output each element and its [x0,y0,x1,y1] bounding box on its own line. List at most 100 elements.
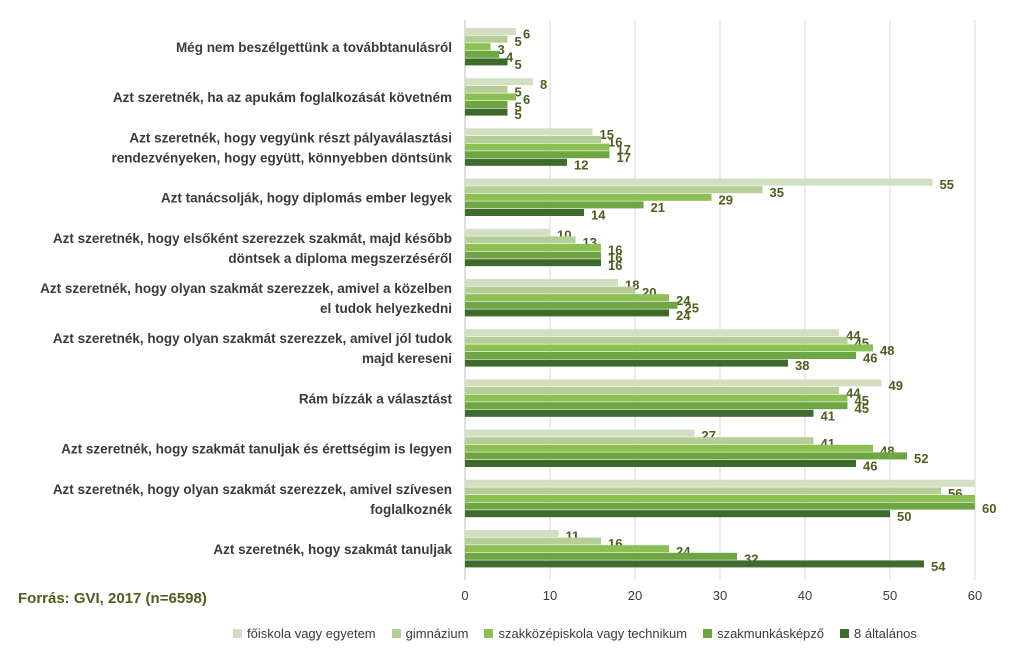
data-label-s4-c4: 16 [608,258,622,273]
data-label-s0-c0: 6 [523,27,530,42]
bar-s0-c6 [465,329,839,337]
data-label-s0-c1: 8 [540,77,547,92]
data-label-s1-c0: 5 [515,34,522,49]
data-label-s2-c5: 24 [676,293,691,308]
data-label-s3-c5: 25 [685,300,699,315]
bar-s4-c9 [465,510,890,518]
bar-s4-c3 [465,209,584,216]
legend-item-2: szakközépiskola vagy technikum [484,626,687,641]
category-label-4-0: Azt szeretnék, hogy elsőként szerezzek s… [53,231,452,246]
data-label-s2-c6: 48 [880,343,894,358]
data-label-s3-c9: 60 [982,501,996,516]
bar-s4-c4 [465,259,601,267]
data-label-s4-c5: 24 [676,308,691,323]
bar-s3-c5 [465,301,678,309]
data-label-s4-c7: 41 [821,408,835,423]
x-tick-label-0: 0 [461,588,468,600]
data-label-s3-c2: 17 [617,150,631,165]
data-label-s4-c10: 54 [931,559,946,574]
legend-item-1: gimnázium [391,626,469,641]
category-label-2-1: rendezvényeken, hogy együtt, könnyebben … [111,150,452,165]
data-label-s0-c3: 55 [940,177,954,192]
bar-s3-c4 [465,251,601,259]
bar-chart: 0 10 20 30 40 50 60 Még nem beszélgettünk a tov… [40,20,996,600]
bar-s3-c8 [465,452,907,460]
bar-s3-c7 [465,402,848,410]
data-label-s4-c3: 14 [591,208,606,223]
data-label-s3-c7: 45 [855,401,869,416]
data-label-s3-c8: 52 [914,451,928,466]
bar-s1-c4 [465,236,576,244]
bar-s4-c5 [465,309,669,317]
bar-s0-c5 [465,279,618,286]
bar-s4-c2 [465,158,567,166]
bar-s2-c8 [465,444,873,452]
bar-s4-c0 [465,58,508,66]
category-label-3-0: Azt tanácsolják, hogy diplomás ember leg… [161,191,453,206]
category-label-9-1: foglalkoznék [370,502,452,517]
bar-s2-c0 [465,43,491,51]
category-label-7-0: Rám bízzák a választást [299,391,453,406]
bar-s4-c7 [465,409,814,417]
data-label-s2-c1: 6 [523,92,530,107]
data-label-s0-c2: 15 [600,127,614,142]
data-label-s3-c0: 4 [506,49,514,64]
data-label-s3-c6: 46 [863,351,877,366]
x-tick-label-50: 50 [883,588,897,600]
data-label-s2-c3: 29 [719,192,733,207]
legend-swatch-3 [703,629,713,638]
data-label-s4-c6: 38 [795,358,809,373]
legend-swatch-1 [391,629,401,638]
bar-s3-c10 [465,552,737,560]
x-tick-label-30: 30 [713,588,727,600]
bar-s3-c9 [465,502,975,510]
bar-s0-c10 [465,530,559,537]
bar-s1-c8 [465,437,814,445]
bar-s2-c7 [465,394,848,402]
bar-s1-c6 [465,336,848,344]
bar-s4-c6 [465,359,788,367]
bar-s0-c9 [465,479,975,487]
bar-s2-c10 [465,545,669,553]
category-label-2-0: Azt szeretnék, hogy vegyünk részt pályav… [129,130,452,145]
bar-s0-c4 [465,228,550,236]
category-label-6-0: Azt szeretnék, hogy olyan szakmát szerez… [53,331,453,346]
legend-item-4: 8 általános [840,626,917,641]
bar-s3-c3 [465,201,644,209]
category-label-5-0: Azt szeretnék, hogy olyan szakmát szerez… [40,281,452,296]
bar-s4-c8 [465,460,856,467]
bar-s0-c2 [465,128,593,136]
category-label-4-1: döntsek a diploma megszerzéséről [228,251,452,266]
bar-s1-c5 [465,286,635,294]
legend-label-1: gimnázium [405,626,469,641]
bar-s4-c1 [465,108,508,116]
bar-s2-c6 [465,344,873,352]
data-label-s2-c4: 16 [608,243,622,258]
bar-s1-c2 [465,136,601,143]
bar-s2-c1 [465,93,516,101]
bar-s2-c5 [465,294,669,302]
category-label-8-0: Azt szeretnék, hogy szakmát tanuljak és … [61,442,452,457]
legend-label-2: szakközépiskola vagy technikum [498,626,688,641]
source-note: Forrás: GVI, 2017 (n=6598) [18,590,207,607]
bar-s1-c0 [465,35,508,43]
bar-s0-c8 [465,429,695,437]
x-tick-label-40: 40 [798,588,812,600]
category-label-5-1: el tudok helyezkedni [320,301,452,316]
data-label-s4-c8: 46 [863,459,877,474]
legend-label-0: főiskola vagy egyetem [247,626,376,641]
data-label-s2-c2: 17 [617,142,631,157]
data-label-s1-c3: 35 [770,185,784,200]
bar-s1-c9 [465,487,941,495]
legend-label-4: 8 általános [854,626,917,641]
bar-s1-c1 [465,85,508,93]
legend: főiskola vagy egyetem gimnázium szakközépi… [233,626,917,641]
legend-item-0: főiskola vagy egyetem [233,626,376,641]
data-label-s3-c3: 21 [651,200,665,215]
bar-s3-c0 [465,50,499,58]
data-label-s4-c0: 5 [515,57,522,72]
bar-s3-c2 [465,151,610,159]
data-label-s0-c6: 44 [846,328,861,343]
bar-s2-c9 [465,495,975,502]
legend-item-3: szakmunkásképző [703,626,824,641]
